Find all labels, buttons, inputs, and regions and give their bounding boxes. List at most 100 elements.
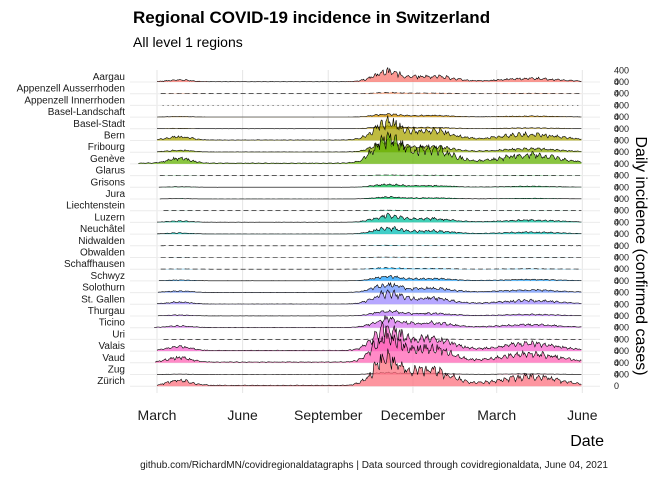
ridge-area-26: [157, 348, 582, 387]
y-tick-label: 400: [614, 89, 629, 99]
region-label: Bern: [104, 131, 125, 142]
ridge-line-16: [160, 267, 582, 270]
ridge-line-13: [156, 226, 582, 235]
region-label: Zug: [108, 365, 125, 376]
y-tick-label: 400: [614, 124, 629, 134]
y-tick-label: 400: [614, 77, 629, 87]
region-label: Basel-Landschaft: [48, 107, 125, 118]
region-label: Basel-Stadt: [73, 119, 125, 130]
y-tick-label: 400: [614, 311, 629, 321]
chart-subtitle: All level 1 regions: [133, 34, 243, 50]
y-tick-label: 0: [614, 381, 619, 391]
y-tick-label: 0: [614, 147, 619, 157]
ridge-line-23: [156, 321, 582, 352]
ridge-area-21: [154, 315, 582, 328]
region-label: Grisons: [91, 177, 125, 188]
y-tick-label: 0: [614, 253, 619, 263]
y-tick-label: 0: [614, 77, 619, 87]
region-label: Jura: [106, 189, 126, 200]
region-label: Appenzell Ausserrhoden: [17, 84, 125, 95]
y-tick-label: 400: [614, 112, 629, 122]
y-tick-label: 400: [614, 182, 629, 192]
ridge-line-19: [156, 289, 582, 305]
ridge-line-4: [157, 125, 582, 130]
y-tick-label: 0: [614, 370, 619, 380]
ridge-line-14: [160, 244, 582, 247]
y-tick-label: 400: [614, 136, 629, 146]
ridge-line-5: [156, 115, 582, 141]
ridge-line-10: [159, 195, 582, 200]
region-label: Ticino: [99, 318, 126, 329]
x-tick-label: March: [477, 407, 516, 423]
x-tick-label: March: [138, 407, 177, 423]
ridge-line-26: [156, 348, 582, 387]
region-label: Vaud: [102, 353, 125, 364]
y-tick-label: 400: [614, 299, 629, 309]
ridge-area-13: [157, 226, 582, 235]
ridge-line-7: [138, 131, 582, 164]
x-tick-label: June: [227, 407, 258, 423]
y-tick-label: 0: [614, 323, 619, 333]
y-tick-label: 400: [614, 264, 629, 274]
y-tick-label: 0: [614, 217, 619, 227]
region-label: Uri: [112, 329, 125, 340]
ridge-area-20: [157, 310, 582, 316]
y-tick-label: 0: [614, 241, 619, 251]
ridge-line-11: [163, 209, 582, 212]
x-tick-label: September: [294, 407, 363, 423]
y-tick-label: 400: [614, 100, 629, 110]
y-tick-labels: 0400040004000400040004000400040004000400…: [614, 65, 629, 391]
region-label: Thurgau: [88, 306, 125, 317]
ridge-area-4: [157, 125, 582, 129]
y-tick-label: 400: [614, 288, 629, 298]
y-tick-label: 0: [614, 124, 619, 134]
region-label: Genève: [90, 154, 125, 165]
region-label: Nidwalden: [78, 236, 125, 247]
y-tick-label: 400: [614, 370, 629, 380]
y-tick-label: 0: [614, 206, 619, 216]
y-tick-label: 0: [614, 276, 619, 286]
ridge-line-0: [156, 66, 582, 83]
region-label: St. Gallen: [81, 294, 125, 305]
ridge-line-20: [157, 309, 582, 317]
y-tick-label: 0: [614, 299, 619, 309]
ridge-area-23: [157, 322, 582, 352]
region-label: Aargau: [93, 72, 125, 83]
y-tick-label: 400: [614, 159, 629, 169]
ridge-line-15: [160, 256, 582, 258]
y-tick-label: 400: [614, 206, 629, 216]
x-tick-labels: March June September December March June: [138, 407, 598, 423]
region-label: Neuchâtel: [80, 224, 125, 235]
ridge-area-7: [138, 132, 582, 164]
x-tick-label: June: [567, 407, 598, 423]
y-tick-label: 0: [614, 334, 619, 344]
region-label: Liechtenstein: [66, 201, 125, 212]
ridge-line-24: [155, 325, 582, 363]
y-tick-label: 0: [614, 112, 619, 122]
region-label: Fribourg: [88, 142, 125, 153]
ridge-line-3: [157, 113, 582, 118]
ridge-area-5: [157, 115, 582, 141]
y-axis-title: Daily incidence (confirmed cases): [632, 136, 649, 375]
y-tick-label: 0: [614, 194, 619, 204]
y-tick-label: 400: [614, 217, 629, 227]
ridge-area-19: [157, 289, 582, 305]
y-tick-label: 0: [614, 159, 619, 169]
ridge-area-0: [157, 67, 582, 82]
y-tick-label: 0: [614, 100, 619, 110]
region-label: Luzern: [94, 212, 125, 223]
y-tick-label: 400: [614, 147, 629, 157]
y-tick-label: 400: [614, 358, 629, 368]
ridge-line-1: [160, 91, 582, 95]
ridge-line-18: [157, 281, 582, 293]
y-tick-label: 0: [614, 346, 619, 356]
y-tick-label: 0: [614, 264, 619, 274]
y-tick-label: 0: [614, 229, 619, 239]
ridge-area-17: [158, 275, 582, 281]
x-tick-label: December: [381, 407, 446, 423]
y-tick-label: 0: [614, 182, 619, 192]
region-label: Valais: [99, 341, 126, 352]
region-label: Zürich: [97, 376, 125, 387]
ridge-area-18: [157, 282, 582, 293]
ridges: [138, 66, 582, 387]
